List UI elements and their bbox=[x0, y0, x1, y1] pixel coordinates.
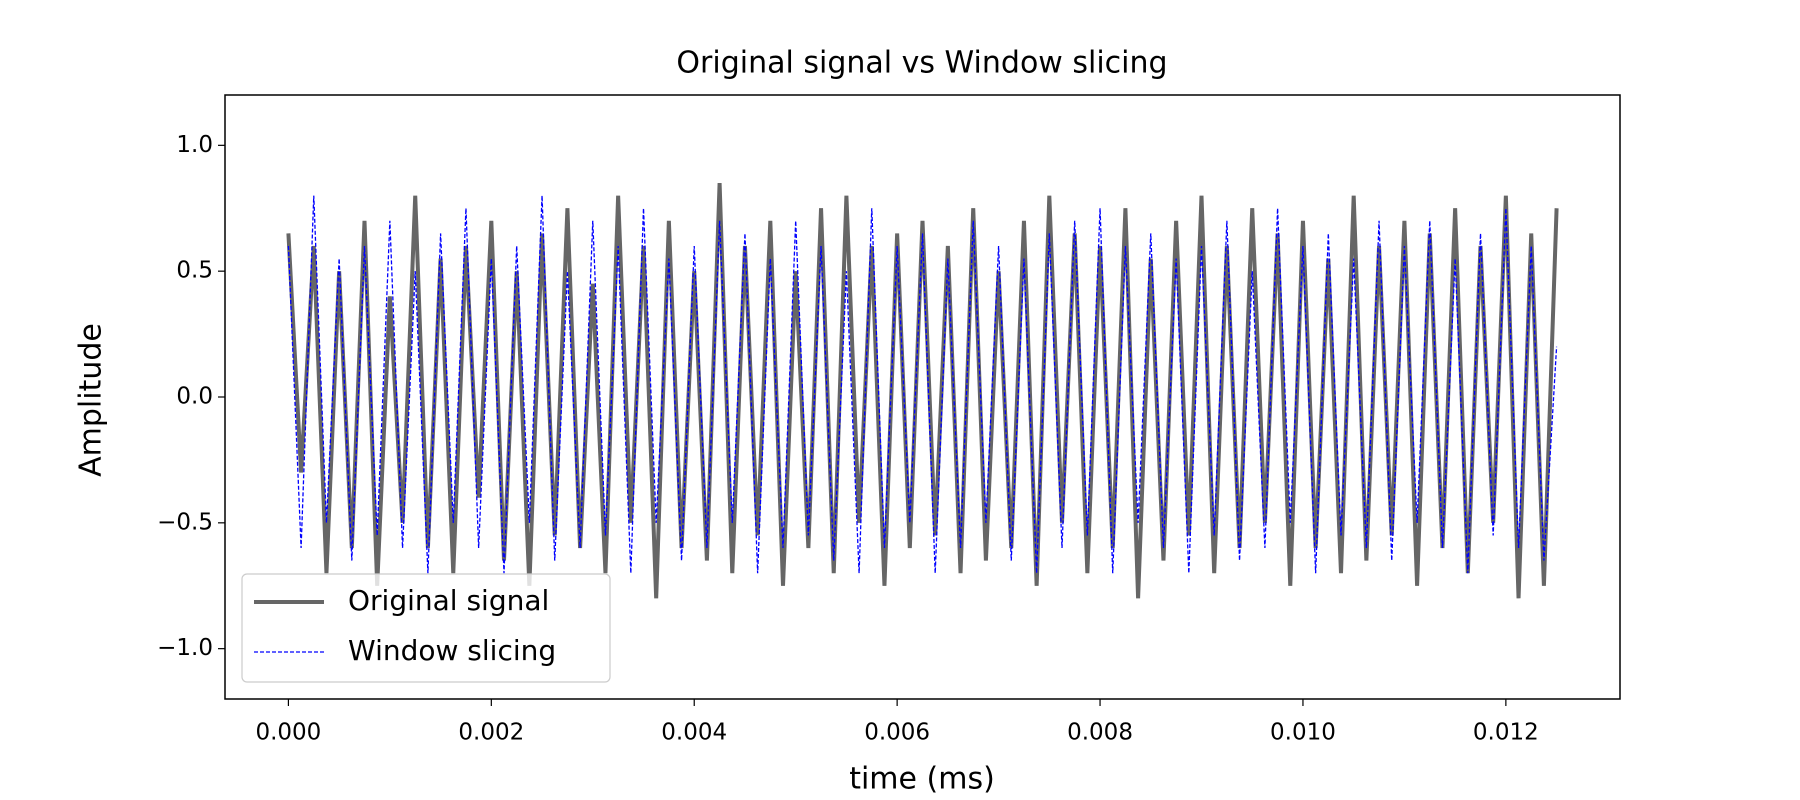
x-tick-label: 0.008 bbox=[1067, 720, 1133, 746]
x-tick-label: 0.010 bbox=[1270, 720, 1336, 746]
x-axis-label: time (ms) bbox=[849, 762, 995, 797]
series-line bbox=[286, 183, 1559, 599]
chart-title: Original signal vs Window slicing bbox=[676, 46, 1167, 81]
x-tick-label: 0.006 bbox=[864, 720, 930, 746]
x-tick-label: 0.000 bbox=[255, 720, 321, 746]
x-tick-label: 0.012 bbox=[1473, 720, 1539, 746]
y-tick-label: 0.0 bbox=[176, 384, 213, 410]
y-tick-label: 0.5 bbox=[176, 258, 213, 284]
y-axis-label: Amplitude bbox=[74, 323, 109, 477]
legend-label: Window slicing bbox=[348, 634, 556, 667]
series-line bbox=[287, 195, 1558, 574]
x-tick-label: 0.004 bbox=[661, 720, 727, 746]
y-tick-label: −0.5 bbox=[157, 509, 213, 535]
y-tick-label: 1.0 bbox=[176, 132, 213, 158]
x-tick-label: 0.002 bbox=[458, 720, 524, 746]
legend-box bbox=[241, 573, 611, 683]
y-tick-label: −1.0 bbox=[157, 635, 213, 661]
legend-label: Original signal bbox=[348, 584, 549, 617]
